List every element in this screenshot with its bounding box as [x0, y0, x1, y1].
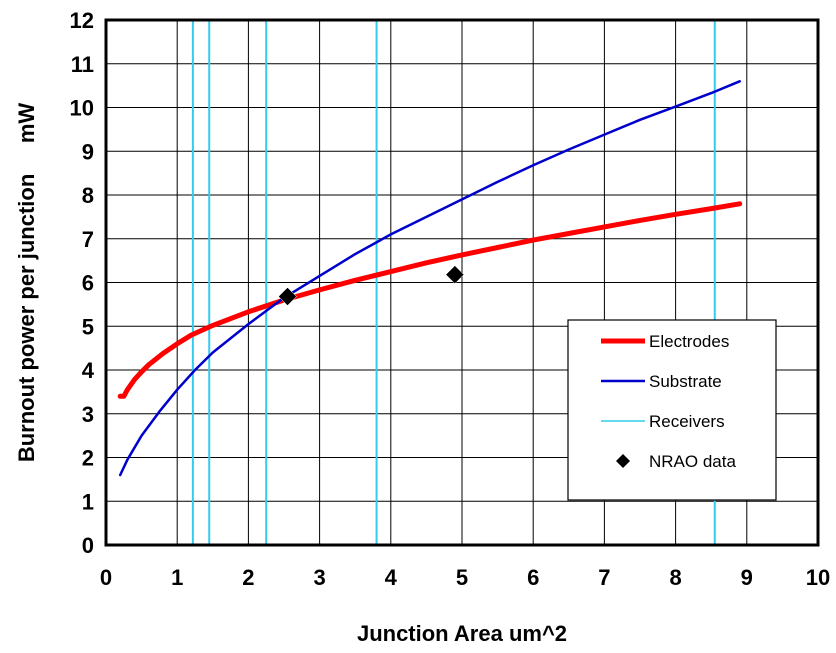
- y-tick-label: 4: [82, 358, 95, 383]
- nrao-data-point: [278, 287, 297, 306]
- legend-box: [567, 319, 777, 501]
- x-tick-label: 0: [100, 565, 112, 590]
- y-tick-label: 6: [82, 271, 94, 296]
- y-tick-label: 9: [82, 139, 94, 164]
- y-tick-label: 7: [82, 227, 94, 252]
- x-tick-label: 1: [171, 565, 183, 590]
- x-tick-label: 4: [385, 565, 398, 590]
- y-tick-label: 2: [82, 446, 94, 471]
- legend-label-substrate: Substrate: [649, 372, 722, 391]
- legend-label-electrodes: Electrodes: [649, 332, 729, 351]
- y-axis-title: Burnout power per junction mW: [14, 103, 39, 463]
- nrao-data-points: [278, 265, 465, 306]
- y-tick-label: 0: [82, 533, 94, 558]
- x-tick-label: 9: [741, 565, 753, 590]
- x-tick-label: 7: [598, 565, 610, 590]
- x-tick-label: 10: [806, 565, 830, 590]
- y-tick-label: 8: [82, 183, 94, 208]
- curves: [117, 80, 743, 477]
- x-tick-label: 2: [242, 565, 254, 590]
- y-tick-label: 1: [82, 489, 94, 514]
- x-tick-label: 5: [456, 565, 468, 590]
- nrao-data-point: [445, 265, 465, 284]
- y-tick-label: 11: [71, 52, 94, 77]
- substrate-line: [118, 80, 741, 477]
- x-axis-title: Junction Area um^2: [357, 621, 567, 646]
- y-tick-label: 3: [82, 402, 94, 427]
- plot-frame: [104, 18, 820, 547]
- legend-label-receivers: Receivers: [649, 412, 725, 431]
- x-tick-labels: 0 1 2 3 4 5 6 7 8 9 10: [100, 565, 830, 590]
- legend-swatch-nrao-data: [616, 454, 630, 468]
- y-tick-label: 12: [70, 8, 94, 33]
- y-tick-label: 5: [82, 314, 94, 339]
- y-tick-label: 10: [70, 96, 94, 121]
- legend: Electrodes Substrate Receivers NRAO data: [567, 319, 777, 501]
- x-tick-label: 6: [527, 565, 539, 590]
- x-tick-label: 8: [669, 565, 681, 590]
- x-tick-label: 3: [313, 565, 325, 590]
- electrodes-line: [117, 201, 743, 399]
- legend-label-nrao-data: NRAO data: [649, 452, 736, 471]
